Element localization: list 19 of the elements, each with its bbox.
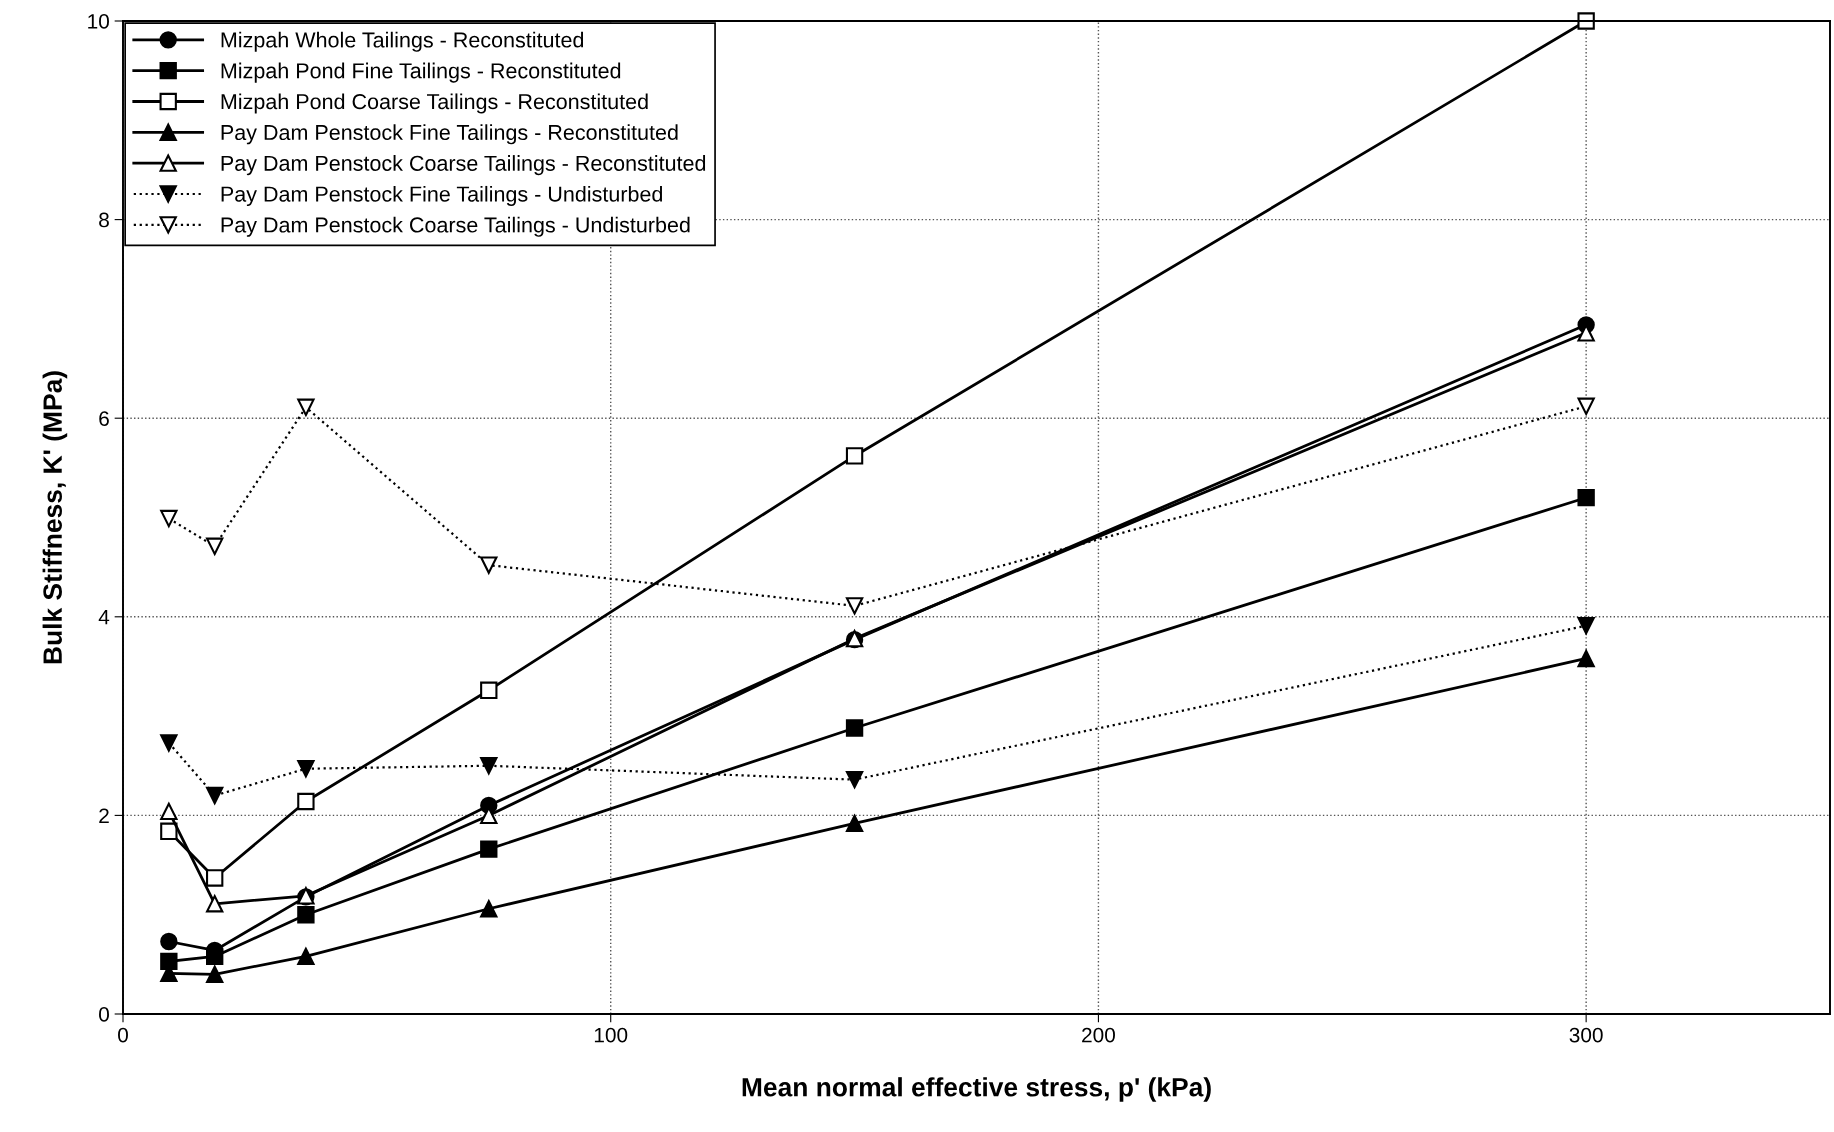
legend-label: Pay Dam Penstock Fine Tailings - Undisturbed xyxy=(221,185,663,206)
legend-label: Mizpah Whole Tailings - Reconstituted xyxy=(221,31,584,52)
x-tick-label: 300 xyxy=(1569,1027,1603,1043)
x-tick-label: 100 xyxy=(594,1027,628,1043)
y-tick-label: 0 xyxy=(99,1007,109,1022)
x-tick-label: 200 xyxy=(1082,1027,1115,1043)
legend-label: Pay Dam Penstock Coarse Tailings - Reconstituted xyxy=(221,155,706,176)
legend-label: Mizpah Pond Fine Tailings - Reconstituted xyxy=(221,62,621,83)
y-tick-label: 10 xyxy=(88,14,109,29)
y-tick-label: 4 xyxy=(98,610,110,625)
y-tick-label: 2 xyxy=(99,808,109,823)
y-axis-title: Bulk Stiffness, K' (MPa) xyxy=(42,371,68,664)
y-tick-label: 6 xyxy=(99,411,109,426)
x-axis-title: Mean normal effective stress, p' (kPa) xyxy=(742,1077,1211,1102)
y-tick-label: 8 xyxy=(99,212,109,228)
x-tick-label: 0 xyxy=(118,1027,128,1043)
legend-label: Pay Dam Penstock Coarse Tailings - Undisturbed xyxy=(221,216,690,237)
legend-label: Mizpah Pond Coarse Tailings - Reconstituted xyxy=(221,93,648,114)
legend-label: Pay Dam Penstock Fine Tailings - Reconstituted xyxy=(221,124,678,145)
